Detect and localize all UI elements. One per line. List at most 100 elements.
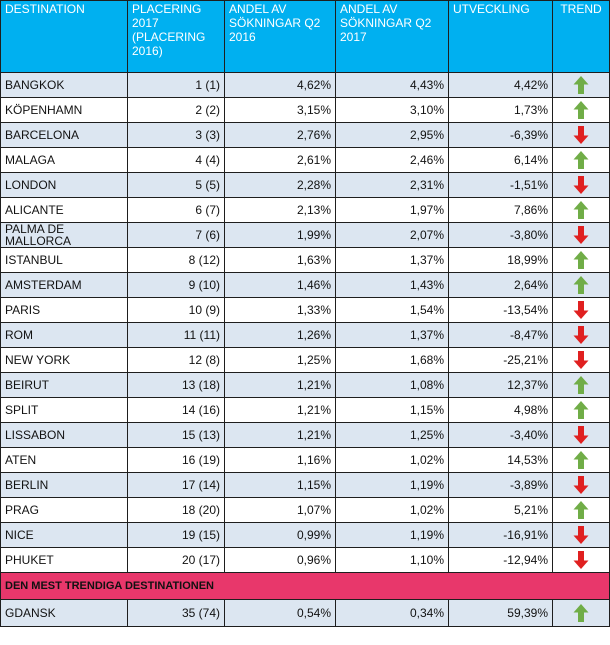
destination-cell: MALAGA bbox=[0, 147, 128, 173]
placement-cell: 4 (4) bbox=[127, 147, 225, 173]
table-row: ALICANTE 6 (7) 2,13% 1,97% 7,86% bbox=[0, 197, 610, 223]
table-row: BANGKOK 1 (1) 4,62% 4,43% 4,42% bbox=[0, 72, 610, 98]
highlight-row: GDANSK 35 (74) 0,54% 0,34% 59,39% bbox=[0, 599, 610, 627]
share-2017-cell: 1,02% bbox=[335, 497, 449, 523]
share-2016-cell: 0,96% bbox=[224, 547, 336, 573]
trend-cell bbox=[552, 397, 610, 423]
share-2016-cell: 2,61% bbox=[224, 147, 336, 173]
development-cell: -8,47% bbox=[448, 322, 553, 348]
trend-cell bbox=[552, 172, 610, 198]
destination-cell: ISTANBUL bbox=[0, 247, 128, 273]
table-row: ATEN 16 (19) 1,16% 1,02% 14,53% bbox=[0, 447, 610, 473]
share-2017-cell: 0,34% bbox=[335, 599, 449, 627]
arrow-up-icon bbox=[573, 251, 589, 269]
development-cell: -16,91% bbox=[448, 522, 553, 548]
destination-cell: LISSABON bbox=[0, 422, 128, 448]
share-2016-cell: 1,07% bbox=[224, 497, 336, 523]
table-row: BEIRUT 13 (18) 1,21% 1,08% 12,37% bbox=[0, 372, 610, 398]
trend-cell bbox=[552, 197, 610, 223]
development-cell: -3,89% bbox=[448, 472, 553, 498]
table-row: MALAGA 4 (4) 2,61% 2,46% 6,14% bbox=[0, 147, 610, 173]
development-cell: -6,39% bbox=[448, 122, 553, 148]
share-2017-cell: 1,37% bbox=[335, 322, 449, 348]
header-trend: TREND bbox=[552, 0, 610, 73]
share-2016-cell: 1,16% bbox=[224, 447, 336, 473]
share-2016-cell: 1,63% bbox=[224, 247, 336, 273]
share-2016-cell: 2,13% bbox=[224, 197, 336, 223]
arrow-up-icon bbox=[573, 201, 589, 219]
arrow-up-icon bbox=[573, 501, 589, 519]
placement-cell: 16 (19) bbox=[127, 447, 225, 473]
development-cell: 4,98% bbox=[448, 397, 553, 423]
development-cell: -1,51% bbox=[448, 172, 553, 198]
table-row: PALMA DE MALLORCA 7 (6) 1,99% 2,07% -3,80% bbox=[0, 222, 610, 248]
destination-cell: KÖPENHAMN bbox=[0, 97, 128, 123]
share-2017-cell: 1,15% bbox=[335, 397, 449, 423]
destination-cell: ALICANTE bbox=[0, 197, 128, 223]
destination-cell: PHUKET bbox=[0, 547, 128, 573]
destination-cell: LONDON bbox=[0, 172, 128, 198]
share-2016-cell: 1,21% bbox=[224, 397, 336, 423]
trend-cell bbox=[552, 472, 610, 498]
arrow-up-icon bbox=[573, 276, 589, 294]
share-2017-cell: 4,43% bbox=[335, 72, 449, 98]
header-placement: PLACERING 2017 (PLACERING 2016) bbox=[127, 0, 225, 73]
table-row: AMSTERDAM 9 (10) 1,46% 1,43% 2,64% bbox=[0, 272, 610, 298]
share-2017-cell: 1,10% bbox=[335, 547, 449, 573]
trend-cell bbox=[552, 347, 610, 373]
trend-cell bbox=[552, 297, 610, 323]
placement-cell: 5 (5) bbox=[127, 172, 225, 198]
share-2017-cell: 2,31% bbox=[335, 172, 449, 198]
table-row: BERLIN 17 (14) 1,15% 1,19% -3,89% bbox=[0, 472, 610, 498]
placement-cell: 19 (15) bbox=[127, 522, 225, 548]
arrow-down-icon bbox=[573, 526, 589, 544]
destination-cell: NICE bbox=[0, 522, 128, 548]
table-row: PRAG 18 (20) 1,07% 1,02% 5,21% bbox=[0, 497, 610, 523]
destination-cell: BANGKOK bbox=[0, 72, 128, 98]
arrow-down-icon bbox=[573, 301, 589, 319]
trend-cell bbox=[552, 547, 610, 573]
arrow-down-icon bbox=[573, 476, 589, 494]
placement-cell: 15 (13) bbox=[127, 422, 225, 448]
destination-cell: ROM bbox=[0, 322, 128, 348]
share-2016-cell: 4,62% bbox=[224, 72, 336, 98]
development-cell: -13,54% bbox=[448, 297, 553, 323]
arrow-up-icon bbox=[573, 401, 589, 419]
arrow-down-icon bbox=[573, 326, 589, 344]
placement-cell: 13 (18) bbox=[127, 372, 225, 398]
destination-cell: AMSTERDAM bbox=[0, 272, 128, 298]
share-2017-cell: 2,46% bbox=[335, 147, 449, 173]
development-cell: 6,14% bbox=[448, 147, 553, 173]
share-2017-cell: 3,10% bbox=[335, 97, 449, 123]
arrow-down-icon bbox=[573, 351, 589, 369]
share-2016-cell: 1,21% bbox=[224, 422, 336, 448]
share-2017-cell: 1,08% bbox=[335, 372, 449, 398]
trend-cell bbox=[552, 599, 610, 627]
header-row: DESTINATION PLACERING 2017 (PLACERING 20… bbox=[0, 0, 610, 73]
arrow-down-icon bbox=[573, 126, 589, 144]
header-share-2017: ANDEL AV SÖKNINGAR Q2 2017 bbox=[335, 0, 449, 73]
placement-cell: 18 (20) bbox=[127, 497, 225, 523]
trend-cell bbox=[552, 247, 610, 273]
trend-cell bbox=[552, 372, 610, 398]
share-2017-cell: 1,37% bbox=[335, 247, 449, 273]
share-2016-cell: 3,15% bbox=[224, 97, 336, 123]
trend-cell bbox=[552, 147, 610, 173]
share-2016-cell: 1,46% bbox=[224, 272, 336, 298]
destination-cell: NEW YORK bbox=[0, 347, 128, 373]
table-row: LONDON 5 (5) 2,28% 2,31% -1,51% bbox=[0, 172, 610, 198]
table-row: ISTANBUL 8 (12) 1,63% 1,37% 18,99% bbox=[0, 247, 610, 273]
trend-cell bbox=[552, 222, 610, 248]
share-2016-cell: 1,21% bbox=[224, 372, 336, 398]
trend-cell bbox=[552, 122, 610, 148]
trend-cell bbox=[552, 72, 610, 98]
table-row: KÖPENHAMN 2 (2) 3,15% 3,10% 1,73% bbox=[0, 97, 610, 123]
share-2017-cell: 1,97% bbox=[335, 197, 449, 223]
development-cell: -3,40% bbox=[448, 422, 553, 448]
share-2017-cell: 1,68% bbox=[335, 347, 449, 373]
destination-cell: BEIRUT bbox=[0, 372, 128, 398]
placement-cell: 9 (10) bbox=[127, 272, 225, 298]
share-2017-cell: 1,19% bbox=[335, 522, 449, 548]
share-2016-cell: 1,26% bbox=[224, 322, 336, 348]
destination-cell: SPLIT bbox=[0, 397, 128, 423]
